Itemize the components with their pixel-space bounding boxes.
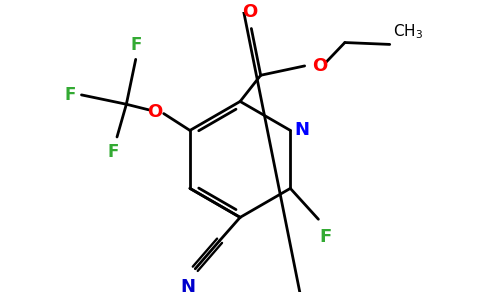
- Text: F: F: [64, 86, 76, 104]
- Text: O: O: [242, 3, 257, 21]
- Text: CH$_3$: CH$_3$: [393, 22, 423, 41]
- Text: O: O: [312, 57, 327, 75]
- Text: F: F: [130, 36, 141, 54]
- Text: F: F: [107, 142, 119, 160]
- Text: N: N: [294, 122, 309, 140]
- Text: N: N: [180, 278, 195, 296]
- Text: O: O: [147, 103, 162, 121]
- Text: F: F: [319, 228, 332, 246]
